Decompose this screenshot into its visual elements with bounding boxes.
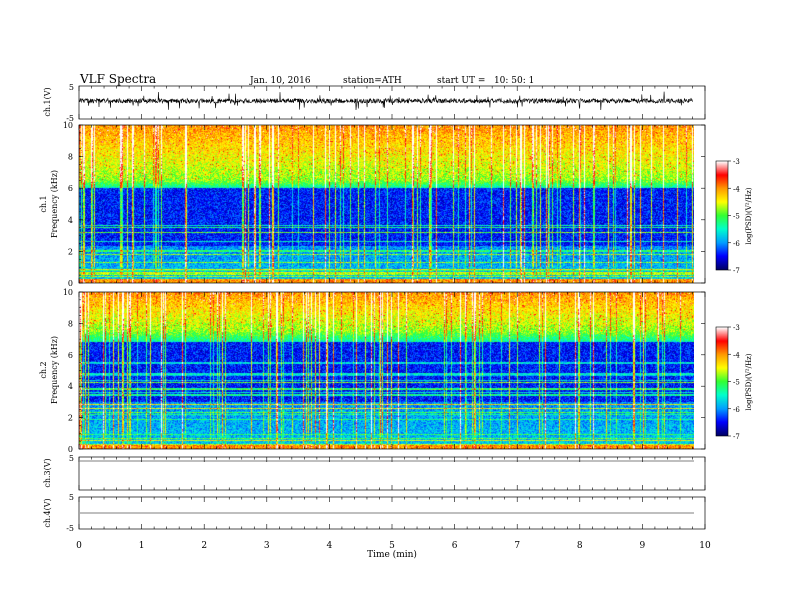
y-tick-label-spec2-yticks-6: 6 — [68, 351, 73, 360]
ch2-spectrogram-ylabel-frequency: Frequency (kHz) — [50, 336, 59, 404]
x-tick-label-6: 6 — [452, 541, 458, 551]
ch3-ytick-top: 5 — [69, 454, 74, 463]
x-tick-label-2: 2 — [201, 541, 207, 551]
y-tick-label-spec1-yticks-4: 4 — [68, 216, 73, 225]
y-tick-label-spec2-yticks-0: 0 — [68, 445, 73, 454]
ch2-colorbar-ticks: -3 -4 -5 -6 -7 — [728, 324, 740, 441]
x-tick-label-4: 4 — [327, 541, 333, 551]
ch4-waveform-ylabel: ch.4(V) — [43, 498, 52, 527]
ch2-colorbar-gradient — [716, 327, 728, 436]
ch1-waveform-panel: 5 -5 ch.1(V) — [43, 83, 706, 123]
x-tick-label-1: 1 — [139, 541, 145, 551]
y-tick-label-spec1-yticks-2: 2 — [68, 247, 73, 256]
cbar-tick-label-cbar2-ticks--6: -6 — [733, 406, 740, 414]
x-tick-label-8: 8 — [577, 541, 583, 551]
start-time-label: start UT = 10: 50: 1 — [437, 76, 534, 86]
cbar-tick-label-cbar2-ticks--4: -4 — [733, 351, 740, 359]
cbar-tick-label-cbar2-ticks--3: -3 — [733, 324, 740, 332]
ch2-spectrogram-heatmap — [79, 292, 694, 449]
y-tick-label-spec1-yticks-10: 10 — [63, 121, 73, 130]
ch4-ytick-top: 5 — [69, 493, 74, 502]
ch1-colorbar: -3 -4 -5 -6 -7 log(PSD)(V²/Hz) — [715, 158, 753, 275]
ch3-waveform-panel: 5 ch.3(V) — [43, 454, 706, 491]
ch1-spectrogram-panel: 0 2 4 6 8 10 ch.1 Frequency (kHz) — [39, 121, 706, 288]
time-axis-ticks — [78, 86, 706, 529]
y-tick-label-spec1-yticks-8: 8 — [68, 153, 73, 162]
x-tick-label-0: 0 — [76, 541, 82, 551]
cbar-tick-label-cbar2-ticks--5: -5 — [733, 379, 740, 387]
y-tick-label-spec2-yticks-10: 10 — [63, 288, 73, 297]
figure-title: VLF Spectra — [79, 72, 156, 86]
ch2-colorbar-label: log(PSD)(V²/Hz) — [745, 353, 753, 410]
ch3-waveform-ylabel: ch.3(V) — [43, 458, 52, 487]
date-label: Jan. 10, 2016 — [249, 76, 311, 86]
y-tick-label-spec2-yticks-8: 8 — [68, 319, 73, 328]
ch4-ytick-bottom: -5 — [66, 524, 74, 533]
y-tick-label-spec1-yticks-6: 6 — [68, 184, 73, 193]
y-tick-label-spec2-yticks-2: 2 — [68, 414, 73, 423]
ch2-colorbar: -3 -4 -5 -6 -7 log(PSD)(V²/Hz) — [715, 324, 753, 441]
ch1-colorbar-gradient — [716, 161, 728, 270]
time-axis-tick-labels: 0 1 2 3 4 5 6 7 8 9 10 — [76, 541, 711, 551]
x-tick-label-9: 9 — [640, 541, 646, 551]
x-tick-label-10: 10 — [699, 541, 711, 551]
ch1-waveform-ylabel: ch.1(V) — [43, 87, 52, 116]
station-label: station=ATH — [343, 76, 402, 86]
x-tick-label-7: 7 — [514, 541, 520, 551]
x-tick-label-5: 5 — [389, 541, 395, 551]
ch1-spectrogram-ylabel-frequency: Frequency (kHz) — [50, 170, 59, 238]
y-tick-label-spec1-yticks-0: 0 — [68, 279, 73, 288]
ch1-spectrogram-heatmap — [79, 125, 694, 283]
ch1-colorbar-ticks: -3 -4 -5 -6 -7 — [728, 158, 740, 275]
y-tick-label-spec2-yticks-4: 4 — [68, 382, 73, 391]
cbar-tick-label-cbar1-ticks--7: -7 — [733, 267, 740, 275]
ch1-spectrogram-ylabel-channel: ch.1 — [39, 195, 48, 212]
cbar-tick-label-cbar1-ticks--4: -4 — [733, 185, 740, 193]
ch1-ytick-top: 5 — [69, 83, 74, 92]
x-tick-label-3: 3 — [264, 541, 270, 551]
ch1-colorbar-label: log(PSD)(V²/Hz) — [745, 187, 753, 244]
ch1-spectrogram-yticks: 0 2 4 6 8 10 — [63, 121, 705, 288]
cbar-tick-label-cbar1-ticks--5: -5 — [733, 213, 740, 221]
ch2-spectrogram-ylabel-channel: ch.2 — [39, 361, 48, 378]
ch4-waveform-panel: 5 -5 ch.4(V) — [43, 493, 706, 533]
time-axis-label: Time (min) — [367, 549, 417, 560]
ch2-spectrogram-yticks: 0 2 4 6 8 10 — [63, 288, 705, 454]
cbar-tick-label-cbar1-ticks--3: -3 — [733, 158, 740, 166]
ch1-ytick-bottom: -5 — [66, 114, 74, 123]
cbar-tick-label-cbar2-ticks--7: -7 — [733, 433, 740, 441]
cbar-tick-label-cbar1-ticks--6: -6 — [733, 240, 740, 248]
ch2-spectrogram-panel: 0 2 4 6 8 10 ch.2 Frequency (kHz) — [39, 288, 706, 454]
ch1-waveform-trace — [78, 91, 693, 111]
